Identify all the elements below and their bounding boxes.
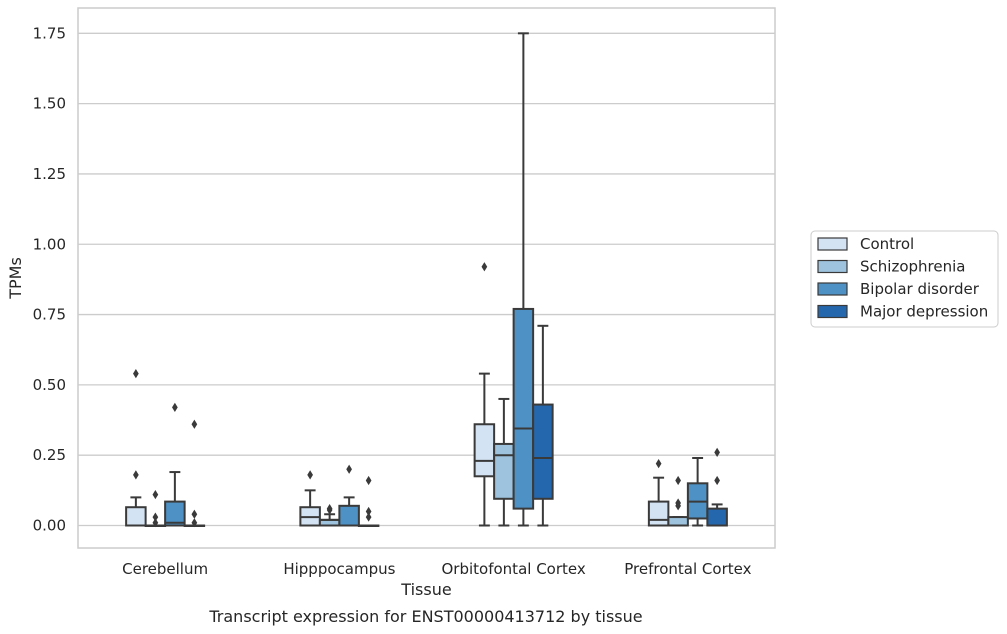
boxes xyxy=(125,32,728,528)
y-tick-label: 0.75 xyxy=(33,306,66,324)
x-tick-label: Cerebellum xyxy=(122,560,208,578)
y-tick-label: 0.25 xyxy=(33,446,66,464)
outlier-point xyxy=(714,447,720,457)
box-bipolar-disorder xyxy=(338,464,360,527)
box-bipolar-disorder xyxy=(512,32,535,527)
box-iqr xyxy=(532,403,554,500)
outlier-point xyxy=(307,470,313,480)
y-tick-label: 0.50 xyxy=(33,376,66,394)
y-tick-label: 1.00 xyxy=(33,235,66,253)
legend-swatch xyxy=(817,259,848,274)
box-iqr xyxy=(512,307,535,510)
outlier-point xyxy=(655,459,662,469)
legend-swatch xyxy=(817,237,848,251)
y-tick-label: 1.25 xyxy=(33,165,66,183)
x-tick-label: Prefrontal Cortex xyxy=(624,560,751,578)
outlier-point xyxy=(191,509,198,519)
legend-label: Control xyxy=(860,235,914,253)
legend-label: Bipolar disorder xyxy=(860,280,980,298)
outlier-point xyxy=(152,518,159,528)
outlier-point xyxy=(133,470,139,480)
box-schizophrenia xyxy=(667,475,689,527)
box-iqr xyxy=(493,442,515,500)
box-schizophrenia xyxy=(144,489,167,528)
box-control xyxy=(299,470,321,527)
outlier-point xyxy=(365,506,372,517)
legend-frame xyxy=(810,230,999,328)
gridlines xyxy=(78,32,775,527)
legend-label: Major depression xyxy=(860,303,988,321)
legend-swatch xyxy=(817,304,848,319)
box-iqr xyxy=(338,504,360,527)
outlier-point xyxy=(191,419,198,429)
outlier-point xyxy=(326,505,333,515)
x-axis-label: Tissue xyxy=(400,580,451,599)
outlier-point xyxy=(365,475,372,486)
outlier-point xyxy=(714,475,720,486)
outlier-point xyxy=(152,489,159,500)
outlier-point xyxy=(172,402,178,412)
outlier-point xyxy=(133,369,139,379)
box-iqr xyxy=(667,516,689,527)
box-major-depression xyxy=(183,419,206,528)
box-iqr xyxy=(706,507,728,527)
outlier-point xyxy=(675,475,681,486)
outlier-point xyxy=(481,262,488,272)
box-control xyxy=(473,262,496,527)
legend: Control Schizophrenia Bipolar disorder Majo… xyxy=(810,230,999,328)
box-schizophrenia xyxy=(318,504,341,527)
box-iqr xyxy=(164,500,186,527)
outlier-point xyxy=(191,518,198,528)
box-bipolar-disorder xyxy=(686,457,709,527)
box-control xyxy=(647,459,670,527)
x-tick-label: Orbitofontal Cortex xyxy=(442,560,586,578)
box-iqr xyxy=(125,506,147,527)
x-axis-ticks: Cerebellum Hipppocampus Orbitofontal Corte… xyxy=(122,560,751,578)
box-bipolar-disorder xyxy=(164,402,186,527)
box-control xyxy=(125,369,147,527)
box-major-depression xyxy=(532,324,554,527)
box-major-depression xyxy=(357,475,380,527)
box-iqr xyxy=(647,500,670,527)
outlier-point xyxy=(675,501,681,511)
y-tick-label: 1.75 xyxy=(33,24,66,42)
legend-swatch xyxy=(817,282,848,296)
y-axis-label: TPMs xyxy=(6,257,25,300)
plot-area-frame xyxy=(77,7,776,549)
x-tick-label: Hipppocampus xyxy=(283,560,395,578)
chart-caption: Transcript expression for ENST0000041371… xyxy=(208,607,642,626)
y-tick-label: 1.50 xyxy=(33,95,66,113)
box-iqr xyxy=(473,423,496,478)
y-tick-label: 0.00 xyxy=(33,517,66,535)
outlier-point xyxy=(152,512,159,522)
outlier-point xyxy=(346,464,352,474)
legend-label: Schizophrenia xyxy=(860,258,965,276)
y-axis-ticks: 0.00 0.25 0.50 0.75 1.00 1.25 1.50 1.75 xyxy=(33,24,66,534)
box-major-depression xyxy=(706,447,728,527)
outlier-point xyxy=(365,512,372,522)
box-schizophrenia xyxy=(493,397,515,527)
